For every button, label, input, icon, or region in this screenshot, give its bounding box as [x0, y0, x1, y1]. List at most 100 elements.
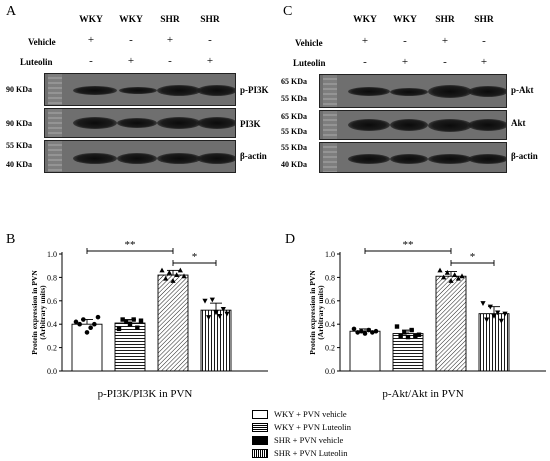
- data-point: [502, 311, 508, 317]
- lane-header: WKY: [79, 15, 103, 25]
- data-point: [495, 310, 501, 316]
- luteolin-sign: +: [401, 56, 409, 68]
- kda-marker: 65 KDa: [281, 77, 307, 86]
- bar: [392, 333, 424, 372]
- vehicle-sign: -: [208, 34, 212, 46]
- chart-b: 0.0 0.2 0.4 0.6 0.8 1.0 Protein expression in …: [30, 239, 268, 400]
- data-point: [116, 326, 122, 332]
- y-axis-label: Protein expression in PVN: [30, 270, 39, 355]
- lane-header: WKY: [393, 15, 417, 25]
- data-point: [220, 306, 226, 312]
- row-label: Akt: [511, 118, 526, 128]
- data-point: [351, 326, 357, 332]
- data-point: [444, 269, 450, 275]
- data-point: [498, 318, 504, 324]
- kda-marker: 55 KDa: [6, 141, 32, 150]
- vehicle-label: Vehicle: [28, 37, 56, 47]
- x-axis-label: p-PI3K/PI3K in PVN: [98, 388, 193, 400]
- data-point: [484, 317, 490, 323]
- data-point: [224, 311, 230, 317]
- luteolin-sign: +: [127, 55, 135, 67]
- y-tick-label: 0.2: [47, 344, 57, 353]
- data-point: [373, 328, 379, 334]
- kda-marker: 65 KDa: [281, 112, 307, 121]
- y-axis-label: (Arbitrary units): [38, 285, 47, 340]
- data-point: [209, 297, 215, 303]
- data-point: [359, 328, 364, 334]
- vehicle-sign: -: [403, 35, 407, 47]
- data-point: [120, 317, 125, 322]
- data-point: [88, 325, 93, 331]
- data-point: [480, 301, 486, 306]
- vehicle-sign: -: [482, 35, 486, 47]
- data-point: [73, 319, 79, 325]
- data-point: [405, 334, 411, 340]
- data-point: [491, 314, 497, 319]
- data-point: [206, 315, 212, 320]
- data-point: [95, 314, 101, 320]
- chart-d: 0.0 0.2 0.4 0.6 0.8 1.0 Protein expression in …: [308, 239, 546, 400]
- data-point: [413, 333, 418, 339]
- luteolin-sign: -: [443, 56, 447, 68]
- luteolin-label: Luteolin: [20, 57, 53, 67]
- data-point: [124, 319, 129, 325]
- kda-marker: 55 KDa: [281, 143, 307, 152]
- data-point: [77, 321, 82, 327]
- data-point: [416, 332, 422, 337]
- row-label: PI3K: [240, 119, 261, 129]
- y-tick-label: 1.0: [325, 250, 335, 259]
- blot-strip-pi3k: [44, 108, 236, 138]
- luteolin-sign: -: [168, 55, 172, 67]
- data-point: [202, 298, 208, 304]
- x-axis-label: p-Akt/Akt in PVN: [382, 388, 463, 400]
- bar: [200, 309, 232, 372]
- data-point: [217, 314, 223, 319]
- lane-header: SHR: [160, 15, 180, 25]
- luteolin-label: Luteolin: [293, 58, 326, 68]
- bar: [349, 330, 381, 372]
- data-point: [448, 278, 454, 283]
- row-label: β-actin: [511, 151, 538, 161]
- blot-strip-p-pi3k: [44, 73, 236, 106]
- data-point: [177, 267, 183, 273]
- data-point: [394, 324, 400, 329]
- data-point: [409, 327, 414, 333]
- blot-strip-akt: [319, 110, 507, 140]
- y-tick-label: 0.2: [325, 344, 335, 353]
- kda-marker: 90 KDa: [6, 85, 32, 94]
- data-point: [166, 269, 172, 275]
- y-axis-label: (Arbitrary units): [316, 285, 325, 340]
- bar: [71, 323, 103, 372]
- data-point: [402, 330, 407, 335]
- y-tick-label: 0.6: [325, 297, 335, 306]
- vehicle-sign: -: [129, 34, 133, 46]
- lane-header: SHR: [435, 15, 455, 25]
- row-label: β-actin: [240, 151, 267, 161]
- vehicle-sign: +: [361, 35, 369, 47]
- kda-marker: 40 KDa: [281, 160, 307, 169]
- lane-header: SHR: [200, 15, 220, 25]
- significance-label: **: [403, 239, 414, 251]
- data-point: [437, 267, 443, 273]
- data-point: [213, 310, 219, 316]
- y-tick-label: 0.0: [325, 367, 335, 376]
- data-point: [398, 333, 403, 339]
- bar: [478, 313, 510, 372]
- blot-strip-beta-actin: [44, 140, 236, 173]
- data-point: [174, 272, 180, 278]
- data-point: [159, 267, 165, 273]
- lane-header: WKY: [353, 15, 377, 25]
- luteolin-sign: -: [89, 55, 93, 67]
- data-point: [452, 272, 458, 278]
- data-point: [138, 318, 144, 323]
- significance-label: *: [192, 251, 198, 263]
- y-tick-label: 0.8: [325, 273, 335, 282]
- data-point: [362, 331, 368, 336]
- y-tick-label: 0.8: [47, 273, 57, 282]
- kda-marker: 55 KDa: [281, 127, 307, 136]
- bar: [157, 274, 189, 372]
- data-point: [455, 275, 461, 281]
- data-point: [163, 275, 169, 281]
- data-point: [92, 321, 97, 327]
- lane-header: SHR: [474, 15, 494, 25]
